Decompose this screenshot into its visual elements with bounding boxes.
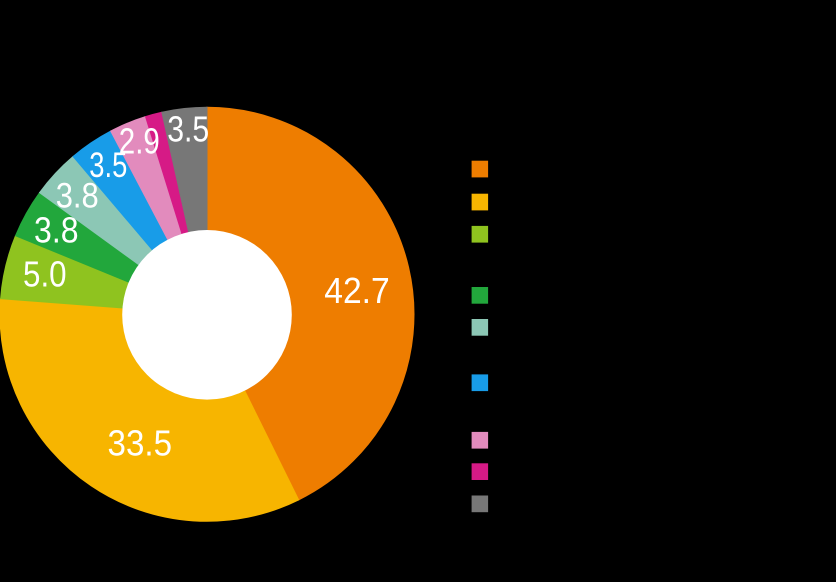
svg-text:2.9: 2.9 [119,120,160,161]
svg-text:3.5: 3.5 [89,146,127,185]
svg-text:33.5: 33.5 [108,422,173,463]
svg-text:5.0: 5.0 [23,253,67,294]
svg-text:3.5: 3.5 [167,108,209,149]
svg-text:42.7: 42.7 [324,270,390,311]
svg-text:3.8: 3.8 [34,209,79,250]
svg-text:3.8: 3.8 [56,176,99,215]
